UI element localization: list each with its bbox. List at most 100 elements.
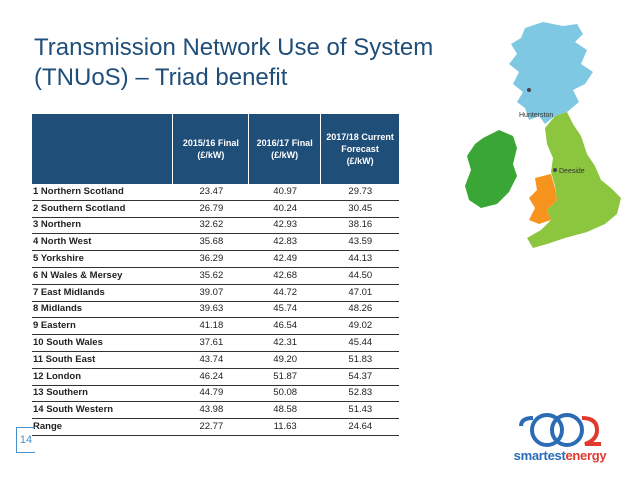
region-cell: 2 Southern Scotland: [32, 200, 173, 218]
value-2015-16: 37.61: [172, 334, 249, 352]
value-2016-17: 11.63: [248, 418, 321, 436]
value-2015-16: 43.98: [172, 401, 249, 420]
map-marker-hunterston: [527, 88, 531, 92]
value-2015-16: 39.07: [172, 284, 249, 302]
value-2017-18: 51.83: [320, 351, 399, 369]
value-2015-16: 35.68: [172, 233, 249, 252]
value-2016-17: 42.31: [248, 334, 321, 352]
value-2016-17: 51.87: [248, 368, 321, 386]
value-2017-18: 29.73: [320, 184, 399, 201]
value-2016-17: 42.83: [248, 233, 321, 252]
value-2017-18: 44.50: [320, 267, 399, 285]
value-2015-16: 39.63: [172, 301, 249, 319]
region-cell: 6 N Wales & Mersey: [32, 267, 173, 285]
map-scotland: [509, 22, 593, 124]
region-cell: 1 Northern Scotland: [32, 184, 173, 201]
value-2017-18: 44.13: [320, 250, 399, 268]
value-2016-17: 42.68: [248, 267, 321, 285]
region-cell: 12 London: [32, 368, 173, 386]
map-label-hunterston: Hunterston: [519, 112, 553, 119]
value-2015-16: 46.24: [172, 368, 249, 386]
slide-title: Transmission Network Use of System (TNUo…: [34, 33, 474, 93]
value-2016-17: 40.97: [248, 184, 321, 201]
table-row: 11 South East 43.74 49.20 51.83: [32, 351, 399, 369]
table-row: 12 London 46.24 51.87 54.37: [32, 368, 399, 386]
value-2016-17: 45.74: [248, 301, 321, 319]
map-wales: [529, 174, 557, 224]
value-2017-18: 30.45: [320, 200, 399, 218]
slide-title-line1: Transmission Network Use of System: [34, 34, 434, 61]
value-2015-16: 32.62: [172, 217, 249, 235]
uk-map: Hunterston Deeside: [465, 22, 621, 248]
table-row: 6 N Wales & Mersey 35.62 42.68 44.50: [32, 267, 399, 285]
map-label-deeside: Deeside: [559, 168, 585, 175]
logo-text-main: smartest: [513, 448, 566, 463]
map-england: [527, 112, 621, 248]
value-2016-17: 44.72: [248, 284, 321, 302]
value-2015-16: 23.47: [172, 184, 249, 201]
value-2015-16: 22.77: [172, 418, 249, 436]
value-2017-18: 43.59: [320, 233, 399, 252]
value-2016-17: 46.54: [248, 317, 321, 336]
value-2015-16: 43.74: [172, 351, 249, 369]
header-region: [32, 114, 173, 184]
tnuos-table: 2015/16 Final (£/kW) 2016/17 Final (£/kW…: [32, 114, 399, 436]
table-row: 7 East Midlands 39.07 44.72 47.01: [32, 284, 399, 302]
region-cell: 13 Southern: [32, 385, 173, 403]
value-2016-17: 40.24: [248, 200, 321, 218]
value-2016-17: 49.20: [248, 351, 321, 369]
table-row: 13 Southern 44.79 50.08 52.83: [32, 385, 399, 403]
region-cell: 7 East Midlands: [32, 284, 173, 302]
smartestenergy-logo: smartestenergy: [505, 412, 615, 468]
table-row: 4 North West 35.68 42.83 43.59: [32, 233, 399, 252]
page-number: 14: [16, 427, 35, 453]
region-cell: 8 Midlands: [32, 301, 173, 319]
region-cell: 11 South East: [32, 351, 173, 369]
table-row: 2 Southern Scotland 26.79 40.24 30.45: [32, 200, 399, 218]
map-ireland: [465, 130, 517, 208]
region-cell: 14 South Western: [32, 401, 173, 420]
region-cell: 9 Eastern: [32, 317, 173, 336]
table-body: 1 Northern Scotland 23.47 40.97 29.73 2 Sout…: [32, 184, 399, 436]
value-2017-18: 54.37: [320, 368, 399, 386]
table-row: 9 Eastern 41.18 46.54 49.02: [32, 317, 399, 336]
table-row: 14 South Western 43.98 48.58 51.43: [32, 401, 399, 420]
table-row: 8 Midlands 39.63 45.74 48.26: [32, 301, 399, 319]
region-cell: Range: [32, 418, 173, 436]
map-marker-deeside: [553, 168, 557, 172]
table-row: 3 Northern 32.62 42.93 38.16: [32, 217, 399, 235]
value-2015-16: 26.79: [172, 200, 249, 218]
header-2016-17: 2016/17 Final (£/kW): [248, 114, 321, 184]
table-row: 1 Northern Scotland 23.47 40.97 29.73: [32, 184, 399, 201]
value-2017-18: 49.02: [320, 317, 399, 336]
region-cell: 10 South Wales: [32, 334, 173, 352]
header-2017-18: 2017/18 Current Forecast (£/kW): [320, 114, 399, 184]
slide-title-line2: (TNUoS) – Triad benefit: [34, 64, 288, 91]
value-2017-18: 47.01: [320, 284, 399, 302]
region-cell: 3 Northern: [32, 217, 173, 235]
value-2017-18: 51.43: [320, 401, 399, 420]
value-2016-17: 42.93: [248, 217, 321, 235]
value-2016-17: 48.58: [248, 401, 321, 420]
value-2015-16: 41.18: [172, 317, 249, 336]
value-2017-18: 45.44: [320, 334, 399, 352]
table-header-row: 2015/16 Final (£/kW) 2016/17 Final (£/kW…: [32, 114, 399, 184]
table-row: 10 South Wales 37.61 42.31 45.44: [32, 334, 399, 352]
value-2015-16: 35.62: [172, 267, 249, 285]
table-row: Range 22.77 11.63 24.64: [32, 418, 399, 436]
value-2016-17: 50.08: [248, 385, 321, 403]
header-2015-16: 2015/16 Final (£/kW): [172, 114, 249, 184]
region-cell: 5 Yorkshire: [32, 250, 173, 268]
logo-text: smartestenergy: [505, 448, 615, 463]
value-2017-18: 38.16: [320, 217, 399, 235]
value-2015-16: 36.29: [172, 250, 249, 268]
logo-text-accent: energy: [565, 448, 607, 463]
table-row: 5 Yorkshire 36.29 42.49 44.13: [32, 250, 399, 268]
value-2017-18: 24.64: [320, 418, 399, 436]
logo-rings-icon: [519, 413, 601, 447]
value-2017-18: 52.83: [320, 385, 399, 403]
value-2016-17: 42.49: [248, 250, 321, 268]
value-2017-18: 48.26: [320, 301, 399, 319]
region-cell: 4 North West: [32, 233, 173, 252]
value-2015-16: 44.79: [172, 385, 249, 403]
